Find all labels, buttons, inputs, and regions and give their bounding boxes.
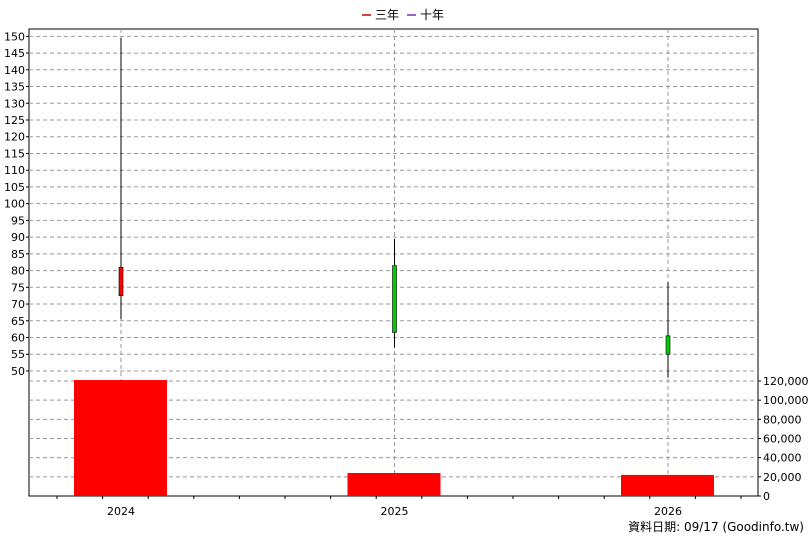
x-tick-label: 2026	[654, 505, 682, 518]
price-tick-label: 95	[11, 214, 25, 227]
price-tick-label: 130	[4, 97, 25, 110]
price-tick-label: 140	[4, 64, 25, 77]
price-tick-label: 110	[4, 164, 25, 177]
price-tick-label: 55	[11, 348, 25, 361]
price-tick-label: 115	[4, 147, 25, 160]
price-tick-label: 65	[11, 315, 25, 328]
volume-tick-label: 120,000	[763, 375, 808, 388]
candle-body	[118, 266, 124, 296]
price-tick-label: 85	[11, 248, 25, 261]
candle-body	[665, 335, 671, 355]
legend-label-10y: 十年	[420, 8, 444, 22]
volume-bar	[74, 380, 167, 496]
price-tick-label: 80	[11, 265, 25, 278]
price-tick-label: 75	[11, 281, 25, 294]
price-tick-label: 120	[4, 131, 25, 144]
volume-bar	[621, 474, 714, 496]
price-tick-label: 145	[4, 47, 25, 60]
price-tick-label: 125	[4, 114, 25, 127]
price-tick-label: 150	[4, 30, 25, 43]
legend-label-3y: 三年	[375, 8, 399, 22]
volume-bars	[74, 380, 714, 496]
price-candles	[118, 38, 671, 378]
volume-tick-label: 20,000	[763, 471, 802, 484]
volume-tick-label: 40,000	[763, 452, 802, 465]
price-tick-label: 135	[4, 81, 25, 94]
x-tick-label: 2025	[381, 505, 409, 518]
footer-source: 資料日期: 09/17 (Goodinfo.tw)	[628, 520, 804, 534]
volume-tick-label: 80,000	[763, 413, 802, 426]
price-tick-label: 100	[4, 198, 25, 211]
candle-body	[392, 265, 397, 333]
volume-tick-label: 100,000	[763, 394, 808, 407]
axes: 50 55 60 65 70 75 80 85 90 95 100 105 110 115 120 125 13…	[4, 30, 808, 518]
price-tick-label: 70	[11, 298, 25, 311]
volume-tick-label: 0	[763, 490, 770, 503]
x-tick-label: 2024	[107, 505, 135, 518]
price-tick-label: 105	[4, 181, 25, 194]
volume-tick-label: 60,000	[763, 433, 802, 446]
price-tick-label: 50	[11, 365, 25, 378]
price-tick-label: 60	[11, 332, 25, 345]
legend: 三年 十年	[362, 8, 444, 22]
price-tick-label: 90	[11, 231, 25, 244]
volume-bar	[347, 473, 441, 496]
